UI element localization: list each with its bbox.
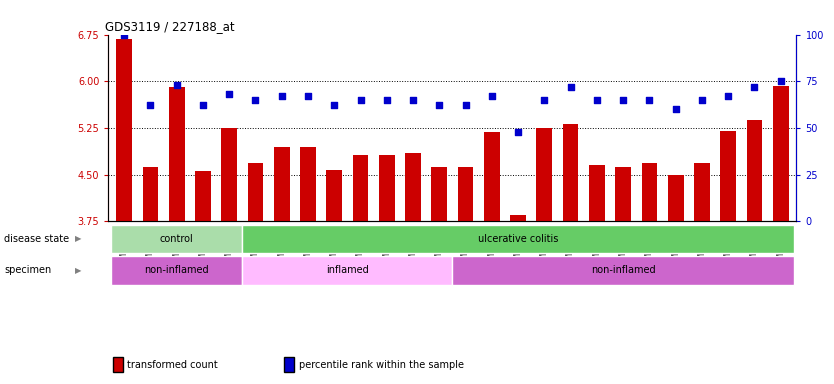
Bar xyxy=(326,170,342,221)
Point xyxy=(328,103,341,109)
Point xyxy=(406,97,420,103)
Bar xyxy=(510,215,526,221)
Point xyxy=(275,93,289,99)
Point xyxy=(748,84,761,90)
Point xyxy=(354,97,367,103)
Point xyxy=(511,129,525,135)
Bar xyxy=(248,163,264,221)
Point xyxy=(696,97,709,103)
Point xyxy=(774,78,787,84)
Point xyxy=(143,103,157,109)
Text: percentile rank within the sample: percentile rank within the sample xyxy=(299,360,464,370)
Bar xyxy=(563,124,579,221)
Bar xyxy=(773,86,789,221)
Bar xyxy=(168,88,184,221)
Text: inflamed: inflamed xyxy=(326,265,369,275)
Text: ▶: ▶ xyxy=(75,266,82,275)
Bar xyxy=(536,128,552,221)
Point xyxy=(170,82,183,88)
Bar xyxy=(668,174,684,221)
Bar xyxy=(615,167,631,221)
Bar xyxy=(300,147,316,221)
Bar xyxy=(195,171,211,221)
Point xyxy=(249,97,262,103)
Point xyxy=(459,103,472,109)
Text: transformed count: transformed count xyxy=(127,360,218,370)
Point xyxy=(118,31,131,38)
Bar xyxy=(721,131,736,221)
Point xyxy=(669,106,682,112)
Point xyxy=(538,97,551,103)
Bar xyxy=(116,39,132,221)
Bar xyxy=(484,132,500,221)
Point xyxy=(485,93,499,99)
Text: non-inflamed: non-inflamed xyxy=(590,265,656,275)
Text: disease state: disease state xyxy=(4,234,69,244)
Text: ulcerative colitis: ulcerative colitis xyxy=(478,234,558,244)
Bar xyxy=(694,163,710,221)
Bar xyxy=(353,155,369,221)
Point xyxy=(223,91,236,98)
Bar xyxy=(405,153,421,221)
Text: control: control xyxy=(160,234,193,244)
Point xyxy=(301,93,314,99)
Point xyxy=(721,93,735,99)
Text: specimen: specimen xyxy=(4,265,52,275)
Point xyxy=(380,97,394,103)
Bar xyxy=(589,165,605,221)
Bar xyxy=(746,120,762,221)
Bar xyxy=(243,256,452,285)
Bar xyxy=(243,225,794,253)
Point xyxy=(590,97,604,103)
Bar xyxy=(111,225,243,253)
Bar xyxy=(274,147,289,221)
Bar xyxy=(221,128,237,221)
Text: GDS3119 / 227188_at: GDS3119 / 227188_at xyxy=(105,20,234,33)
Text: ▶: ▶ xyxy=(75,234,82,243)
Text: non-inflamed: non-inflamed xyxy=(144,265,209,275)
Bar xyxy=(431,167,447,221)
Bar xyxy=(143,167,158,221)
Point xyxy=(643,97,656,103)
Bar xyxy=(452,256,794,285)
Bar xyxy=(111,256,243,285)
Bar xyxy=(379,155,394,221)
Bar xyxy=(458,167,474,221)
Point xyxy=(196,103,209,109)
Point xyxy=(433,103,446,109)
Point xyxy=(564,84,577,90)
Bar xyxy=(641,163,657,221)
Point xyxy=(616,97,630,103)
